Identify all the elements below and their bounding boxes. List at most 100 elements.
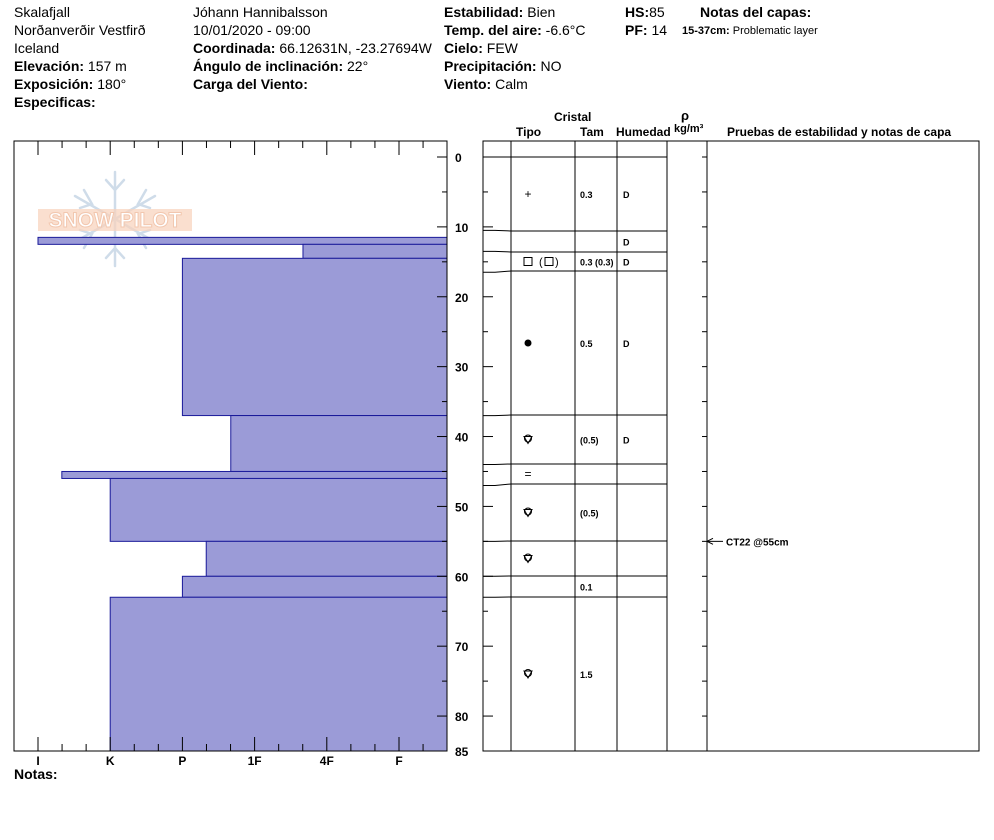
- grain-size: (0.5): [580, 509, 599, 519]
- grain-size: (0.5): [580, 436, 599, 446]
- hardness-bar: [230, 415, 448, 472]
- specifics-label: Especificas:: [14, 94, 96, 110]
- specifics: Especificas:: [14, 93, 146, 111]
- layer-row: () 0.3 (0.3) D: [483, 250, 667, 269]
- layer-row: (0.5) D: [483, 414, 667, 446]
- hs-value: 85: [649, 4, 665, 20]
- depth-hoar-icon: [523, 555, 533, 564]
- layer-connector: [483, 483, 512, 486]
- grain-size: 1.5: [580, 670, 593, 680]
- layer-connector: [483, 270, 512, 273]
- notes-label: Notas:: [14, 766, 58, 782]
- layer-row: [483, 540, 667, 564]
- aspect-label: Exposición:: [14, 76, 94, 92]
- grain-size: 0.3: [580, 190, 593, 200]
- pf: PF: 14: [625, 21, 667, 39]
- sky-value: FEW: [486, 40, 518, 56]
- depth-label: 30: [455, 361, 469, 375]
- depth-label: 0: [455, 151, 462, 165]
- square-icon: (): [523, 257, 559, 269]
- depth-label: 20: [455, 291, 469, 305]
- layer-rows: +0.3 DD() 0.3 (0.3) D0.5 D(0.5) D=(0.5)0.11.5: [483, 187, 667, 680]
- depth-hoar-icon: [523, 553, 533, 564]
- layer-row: +0.3 D: [524, 187, 630, 201]
- wind-value: Calm: [495, 76, 528, 92]
- depth-hoar-icon: [524, 434, 532, 443]
- observation-datetime: 10/01/2020 - 09:00: [193, 22, 311, 38]
- depth-hoar-icon: [524, 507, 532, 516]
- depth-label: 60: [455, 570, 469, 584]
- location-name: Skalafjall: [14, 4, 71, 20]
- layer-connector: [483, 414, 512, 417]
- stability: Estabilidad: Bien: [444, 3, 586, 21]
- tam-header: Tam: [580, 125, 604, 139]
- hardness-bar: [109, 596, 448, 752]
- depth-hoar-icon: [523, 507, 533, 518]
- hardness-label: I: [36, 754, 39, 768]
- layer-row: 1.5: [483, 596, 667, 680]
- tipo-header: Tipo: [516, 125, 542, 139]
- hardness-bar: [181, 257, 448, 417]
- moisture: D: [623, 258, 630, 268]
- wind-label: Viento:: [444, 76, 492, 92]
- depth-hoar-icon: [524, 553, 532, 562]
- sky-label: Cielo:: [444, 40, 483, 56]
- grain-size: 0.1: [580, 583, 593, 593]
- depth-hoar-icon: [523, 669, 533, 680]
- air-temp-value: -6.6°C: [545, 22, 586, 38]
- header-col-layer-notes: Notas del capas:: [700, 3, 811, 21]
- depth-label: 70: [455, 640, 469, 654]
- layer-connector: [483, 229, 512, 232]
- observer-name: Jóhann Hannibalsson: [193, 4, 328, 20]
- depth-hoar-icon: [523, 509, 533, 518]
- stability-label: Estabilidad:: [444, 4, 524, 20]
- header-col-conditions: Estabilidad: Bien Temp. del aire: -6.6°C…: [444, 3, 586, 93]
- grain-size: 0.5: [580, 339, 593, 349]
- density-unit: kg/m³: [674, 123, 704, 135]
- pf-value: 14: [651, 22, 668, 38]
- depth-label: 80: [455, 710, 469, 724]
- depth-hoar-icon: [524, 669, 532, 677]
- slope-value: 22°: [347, 58, 369, 74]
- elevation: Elevación: 157 m: [14, 57, 146, 75]
- arrow-left-icon: [705, 537, 714, 545]
- layer-table: +0.3 DD() 0.3 (0.3) D0.5 D(0.5) D=(0.5)0.11.5…: [482, 140, 980, 752]
- logo-text: SNOW PILOT: [49, 209, 182, 232]
- moisture: D: [623, 436, 630, 446]
- elevation-value: 157 m: [87, 58, 127, 74]
- elevation-label: Elevación:: [14, 58, 85, 74]
- hardness-bar: [37, 236, 448, 245]
- wind-load: Carga del Viento:: [193, 75, 432, 93]
- equals-icon: =: [524, 467, 531, 481]
- header-col-depths: HS:85 PF: 14: [625, 3, 667, 39]
- hardness-label: 4F: [320, 754, 334, 768]
- layer-row: 0.1: [483, 575, 667, 593]
- hardness-label: F: [395, 754, 402, 768]
- slope-angle: Ángulo de inclinación: 22°: [193, 57, 432, 75]
- region-name: Norðanverðir Vestfirð: [14, 22, 146, 38]
- paren-open: (: [539, 257, 543, 269]
- layer-notes-label: Notas del capas:: [700, 4, 812, 20]
- depth-hoar-icon: [523, 670, 533, 680]
- stability-test-marker: CT22 @55cm: [705, 537, 789, 548]
- slope-label: Ángulo de inclinación:: [193, 58, 344, 74]
- hardness-bar: [205, 540, 448, 577]
- air-temp-label: Temp. del aire:: [444, 22, 542, 38]
- hardness-label: 1F: [248, 754, 262, 768]
- stability-test-text: CT22 @55cm: [726, 537, 789, 548]
- coords-label: Coordinada:: [193, 40, 276, 56]
- coords-value: 66.12631N, -23.27694W: [279, 40, 432, 56]
- depth-hoar-icon: [523, 436, 533, 445]
- layer-row: =: [483, 463, 667, 481]
- hardness-ticks: [37, 141, 424, 751]
- precip-label: Precipitación:: [444, 58, 537, 74]
- cristal-header: Cristal: [554, 110, 592, 124]
- aspect-value: 180°: [97, 76, 127, 92]
- layer-row: D: [483, 229, 667, 248]
- country-name: Iceland: [14, 40, 60, 56]
- moisture: D: [623, 339, 630, 349]
- layer-table-frame: [482, 140, 980, 752]
- stability-value: Bien: [527, 4, 556, 20]
- hs-label: HS:: [625, 4, 650, 20]
